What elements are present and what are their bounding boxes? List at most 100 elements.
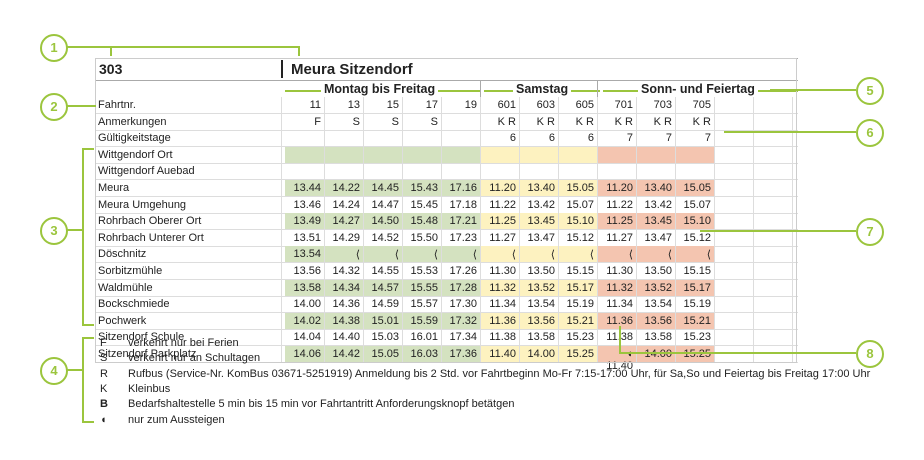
departure-time-cell: 14.00 [527, 348, 555, 360]
title-underline [95, 80, 798, 81]
departure-time-cell: 13.56 [527, 314, 555, 327]
departure-time-cell: 15.48 [410, 215, 438, 228]
column-divider [558, 97, 559, 363]
departure-time-cell: 15.12 [566, 231, 594, 244]
departure-time-cell: 17.36 [449, 348, 477, 360]
row-label: Fahrtnr. [98, 99, 136, 111]
row-label: Meura Umgehung [98, 198, 187, 211]
row-label: Gültigkeitstage [98, 132, 171, 145]
departure-time-cell: 11.27 [489, 231, 516, 244]
callout-7-line [700, 230, 856, 232]
departure-time-cell: 15.57 [410, 298, 438, 311]
departure-time-cell: 11.25 [606, 215, 633, 228]
callout-3-bracket-bottom [82, 324, 94, 326]
departure-time-cell: 15.25 [683, 348, 711, 360]
departure-time-cell: 17.23 [449, 231, 477, 244]
departure-time-cell: 13.58 [293, 281, 321, 294]
departure-time-cell: 15.43 [410, 182, 438, 194]
column-divider [753, 97, 754, 363]
departure-time-cell: 15.07 [566, 198, 594, 211]
header-row: Anmerkungen F S S S K R K R K R K R K R K R [95, 114, 798, 131]
departure-time-cell: ⟨ [355, 249, 360, 262]
header-cell: 603 [536, 99, 555, 111]
departure-time-cell: 11.36 [606, 314, 633, 327]
departure-time-cell: 14.32 [332, 265, 360, 277]
departure-time-cell: 11.34 [489, 298, 516, 311]
header-row: Gültigkeitstage 6 6 6 7 7 7 [95, 130, 798, 148]
departure-time-cell: 15.55 [410, 281, 438, 294]
legend-text: verkehrt nur bei Ferien [128, 337, 239, 349]
callout-4-bracket [82, 337, 84, 423]
row-label: Sitzendorf Schule [98, 331, 185, 344]
row-label: Bockschmiede [98, 298, 170, 311]
departure-time-cell: 15.23 [683, 331, 711, 344]
legend-text: Rufbus (Service-Nr. KomBus 03671-5251919… [128, 367, 871, 380]
row-label: Sitzendorf Parkplatz [98, 348, 197, 360]
stop-row: Wittgendorf Auebad [95, 163, 798, 181]
departure-time-cell: 14.47 [371, 198, 399, 211]
header-cell: 6 [587, 132, 594, 145]
departure-time-cell: 14.59 [371, 298, 399, 311]
departure-time-cell: ◖ 11.40 [606, 348, 633, 372]
callout-1-line [66, 46, 300, 48]
row-label: Rohrbach Unterer Ort [98, 231, 204, 244]
departure-time-cell: 13.50 [527, 265, 555, 277]
departure-time-cell: 14.36 [332, 298, 360, 311]
callout-8-hline [619, 352, 856, 354]
row-divider [95, 146, 798, 148]
callout-2: 2 [40, 93, 68, 121]
callout-5: 5 [856, 77, 884, 105]
departure-time-cell: 15.17 [683, 281, 711, 294]
departure-time-cell: 17.28 [449, 281, 477, 294]
header-cell: 6 [548, 132, 555, 145]
departure-time-cell: 15.21 [683, 314, 711, 327]
departure-time-cell: 13.51 [293, 231, 321, 244]
departure-time-cell: 14.00 [644, 348, 672, 360]
column-divider [636, 97, 637, 363]
departure-time-cell: 13.54 [293, 248, 321, 261]
departure-time-cell: 13.42 [527, 198, 555, 211]
callout-2-line [66, 105, 96, 107]
departure-time-cell: 13.46 [293, 198, 321, 211]
header-cell: K R [536, 115, 555, 128]
stop-row: Bockschmiede 14.00 14.36 14.59 15.57 17.30 11.… [95, 296, 798, 314]
departure-time-cell: 15.10 [566, 215, 594, 228]
departure-time-cell: 15.10 [683, 215, 711, 228]
departure-time-cell: 11.36 [489, 314, 516, 327]
row-divider [95, 295, 798, 297]
departure-time-cell: 14.04 [293, 331, 321, 344]
departure-time-cell: ⟨ [706, 249, 711, 262]
departure-time-cell: 11.22 [606, 198, 633, 211]
route-number: 303 [99, 61, 123, 77]
row-label: Sorbitzmühle [98, 265, 163, 277]
stop-row: Döschnitz 13.54 ⟨ ⟨ ⟨ ⟨ ⟨ ⟨ ⟨ ⟨ ⟨ ⟨ [95, 246, 798, 264]
header-cell: 7 [665, 132, 672, 145]
row-divider [95, 262, 798, 264]
departure-time-cell: 13.52 [527, 281, 555, 294]
row-divider [95, 162, 798, 164]
departure-time-cell: 17.21 [449, 215, 477, 228]
departure-time-cell: ⟨ [589, 249, 594, 262]
departure-time-cell: ⟨ [628, 249, 633, 262]
stop-row: Pochwerk 14.02 14.38 15.01 15.59 17.32 11.36 13… [95, 312, 798, 330]
departure-time-cell: 11.20 [606, 182, 633, 194]
departure-time-cell: ⟨ [433, 249, 438, 262]
column-divider [519, 97, 520, 363]
legend-text: verkehrt nur an Schultagen [128, 352, 261, 365]
callout-1: 1 [40, 34, 68, 62]
callout-5-line [770, 89, 856, 91]
departure-time-cell: 15.19 [566, 298, 594, 311]
header-cell: S [391, 115, 399, 128]
departure-time-cell: ⟨ [394, 249, 399, 262]
departure-time-cell: 15.53 [410, 265, 438, 277]
sunday-group-label: Sonn- und Feiertag [638, 82, 758, 96]
departure-time-cell: 15.59 [410, 314, 438, 327]
header-cell: 13 [347, 99, 360, 111]
departure-time-cell: 17.32 [449, 314, 477, 327]
stop-row: Meura 13.44 14.22 14.45 15.43 17.16 11.20 13.40… [95, 180, 798, 197]
row-divider [95, 113, 798, 114]
departure-time-cell: 13.50 [644, 265, 672, 277]
departure-time-cell: ⟨ [472, 249, 477, 262]
departure-time-cell: 14.55 [371, 265, 399, 277]
departure-time-cell: ⟨ [550, 249, 555, 262]
